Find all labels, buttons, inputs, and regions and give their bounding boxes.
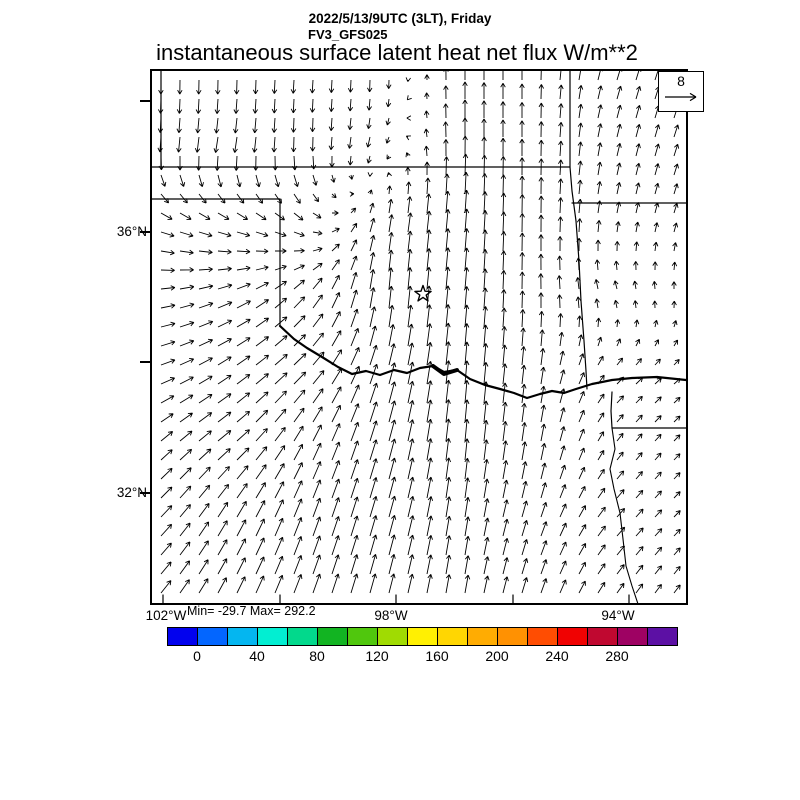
reference-arrow-icon (665, 92, 697, 102)
plot-datetime: 2022/5/13/9UTC (3LT), Friday (308, 11, 492, 26)
lat-label: 36°N (116, 224, 147, 239)
colorbar-tick-label: 200 (485, 648, 509, 664)
colorbar-tick-label: 40 (249, 648, 265, 664)
colorbar-tick-label: 160 (425, 648, 449, 664)
colorbar-tick-label: 0 (193, 648, 201, 664)
colorbar (167, 627, 678, 646)
colorbar-cell (647, 627, 678, 646)
colorbar-cell (287, 627, 317, 646)
colorbar-cell (257, 627, 287, 646)
colorbar-tick-label: 280 (605, 648, 629, 664)
lat-tick (140, 231, 151, 233)
map-overlay (152, 71, 686, 603)
field-minmax-label: Min= -29.7 Max= 292.2 (187, 604, 316, 618)
colorbar-cell (167, 627, 197, 646)
colorbar-cell (227, 627, 257, 646)
river-red-river-knot (431, 364, 459, 376)
lat-tick (140, 492, 151, 494)
map-canvas (150, 69, 688, 605)
colorbar-cell (587, 627, 617, 646)
colorbar-cell (617, 627, 647, 646)
colorbar-cell (377, 627, 407, 646)
colorbar-tick-label: 80 (309, 648, 325, 664)
colorbar-cell (347, 627, 377, 646)
reference-vector-value: 8 (677, 73, 685, 89)
lon-label: 102°W (145, 608, 187, 623)
colorbar-cell (497, 627, 527, 646)
lat-label: 32°N (116, 485, 147, 500)
colorbar-cell (467, 627, 497, 646)
state-border-tx-ar (610, 391, 613, 429)
reference-vector-box: 8 (658, 71, 704, 112)
colorbar-cell (557, 627, 587, 646)
river-red-river (278, 324, 686, 400)
lat-tick (140, 100, 151, 102)
colorbar-tick-label: 120 (365, 648, 389, 664)
state-border-east (569, 71, 588, 390)
wind-vector-field (157, 71, 681, 594)
plot-title: instantaneous surface latent heat net fl… (156, 40, 638, 65)
river-sabine (609, 427, 639, 603)
colorbar-cell (437, 627, 467, 646)
lat-tick (140, 361, 151, 363)
colorbar-cell (317, 627, 347, 646)
colorbar-cell (407, 627, 437, 646)
colorbar-cell (197, 627, 227, 646)
plot-model-name: FV3_GFS025 (308, 27, 388, 42)
star-marker (414, 284, 432, 302)
colorbar-tick-label: 240 (545, 648, 569, 664)
colorbar-cell (527, 627, 557, 646)
lon-label: 98°W (374, 608, 408, 623)
lon-label: 94°W (601, 608, 635, 623)
map-content (152, 71, 686, 603)
